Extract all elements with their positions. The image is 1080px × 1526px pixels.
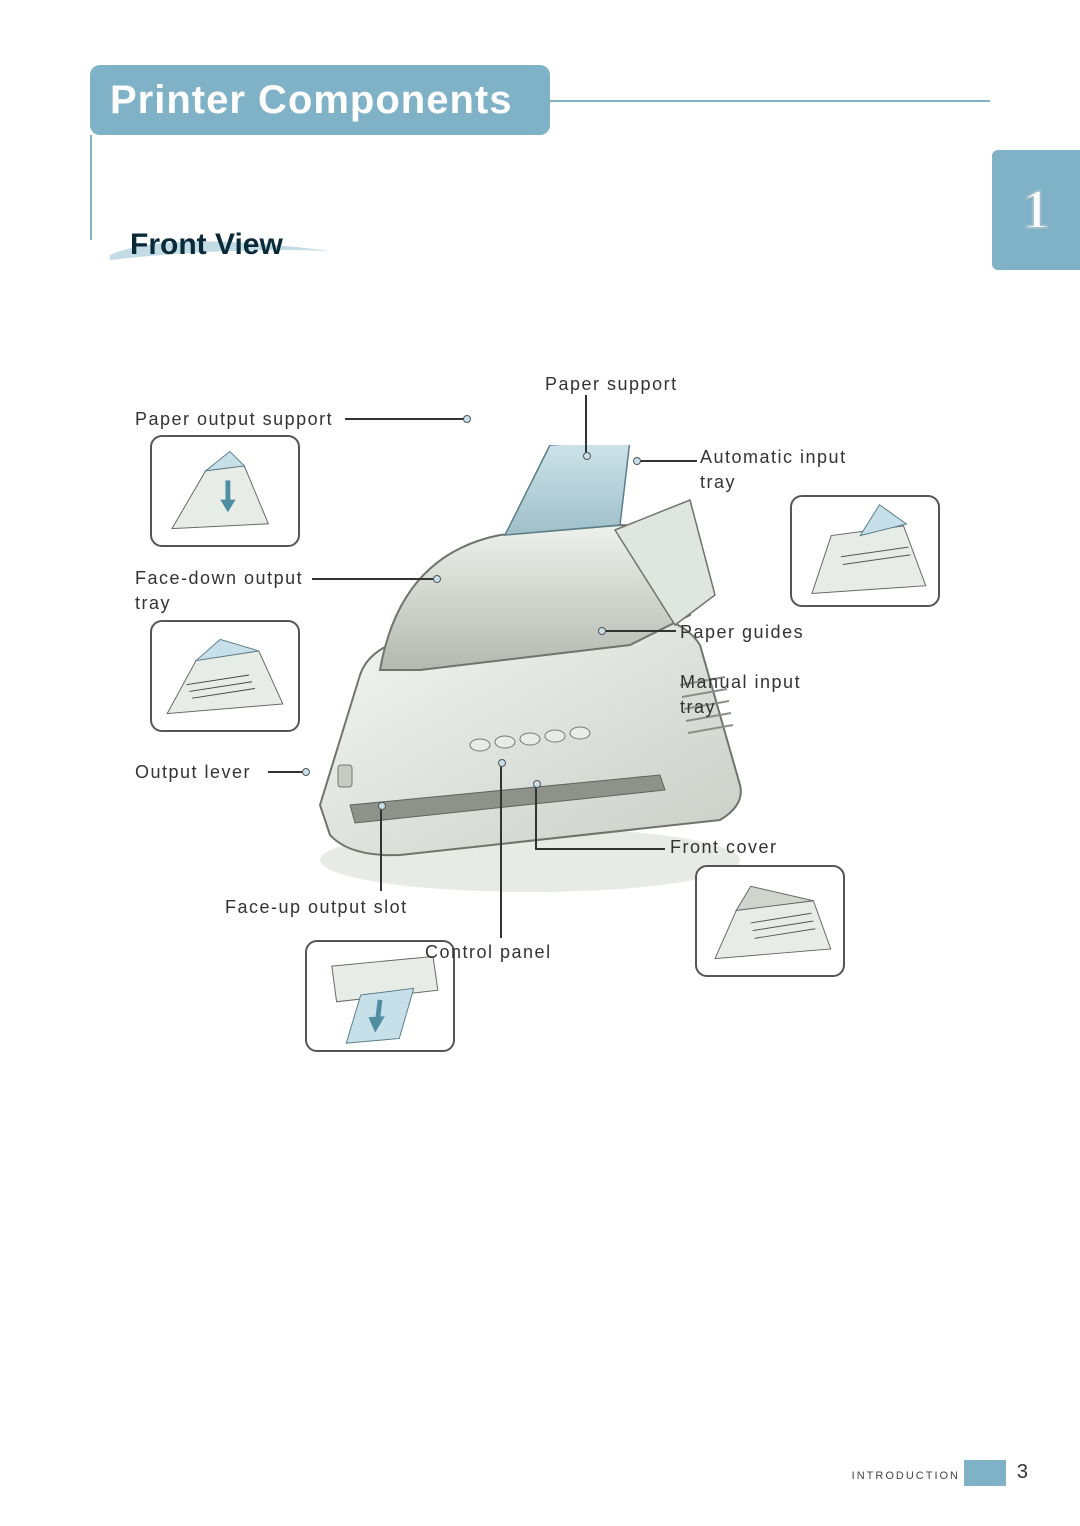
footer-page-number: 3	[1017, 1461, 1028, 1484]
title-rule-horizontal	[550, 100, 990, 102]
label-paper-guides: Paper guides	[680, 620, 804, 645]
leader-line	[600, 630, 676, 632]
footer-accent-box	[964, 1460, 1006, 1486]
printer-diagram: Paper output support Face-down output tr…	[90, 300, 990, 1200]
thumb-front-cover	[695, 865, 845, 977]
page-title: Printer Components	[110, 78, 512, 123]
label-face-up-output-slot: Face-up output slot	[225, 895, 408, 920]
leader-dot	[633, 457, 641, 465]
leader-line	[500, 760, 502, 938]
leader-dot	[598, 627, 606, 635]
label-manual-input-tray: Manual input tray	[680, 670, 801, 720]
leader-dot	[302, 768, 310, 776]
thumb-automatic-input-tray	[790, 495, 940, 607]
thumb-paper-output-support	[150, 435, 300, 547]
label-paper-output-support: Paper output support	[135, 407, 333, 432]
leader-line	[312, 578, 435, 580]
page-footer: INTRODUCTION 3	[0, 1456, 1080, 1486]
label-output-lever: Output lever	[135, 760, 251, 785]
label-paper-support: Paper support	[545, 372, 678, 397]
title-rule-vertical	[90, 135, 92, 240]
leader-dot	[533, 780, 541, 788]
leader-dot	[583, 452, 591, 460]
leader-dot	[463, 415, 471, 423]
manual-page: Printer Components 1 Front View	[0, 0, 1080, 1526]
label-face-down-output-tray: Face-down output tray	[135, 566, 303, 616]
leader-line	[535, 848, 665, 850]
leader-line	[345, 418, 465, 420]
leader-line	[268, 771, 304, 773]
leader-line	[585, 395, 587, 455]
thumb-face-down-output-tray	[150, 620, 300, 732]
subheading-front-view: Front View	[130, 228, 283, 262]
leader-dot	[498, 759, 506, 767]
leader-line	[380, 805, 382, 891]
leader-dot	[378, 802, 386, 810]
leader-line	[635, 460, 697, 462]
label-front-cover: Front cover	[670, 835, 778, 860]
leader-dot	[433, 575, 441, 583]
page-title-banner: Printer Components	[90, 65, 550, 135]
chapter-number: 1	[1022, 178, 1050, 242]
leader-line	[535, 782, 537, 849]
chapter-tab: 1	[992, 150, 1080, 270]
label-control-panel: Control panel	[425, 940, 552, 965]
footer-section: INTRODUCTION	[852, 1470, 960, 1482]
label-automatic-input-tray: Automatic input tray	[700, 445, 847, 495]
